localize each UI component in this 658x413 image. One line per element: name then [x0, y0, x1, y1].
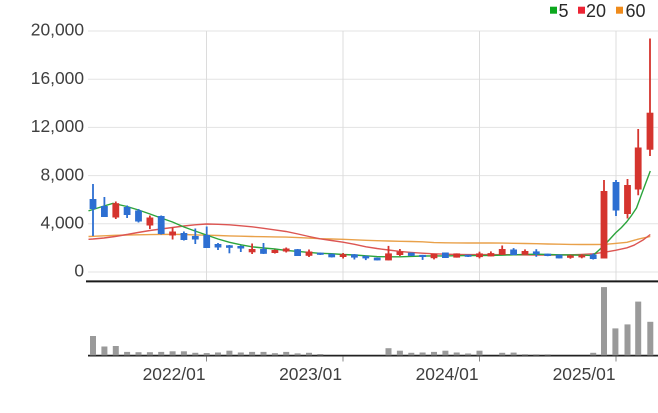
svg-text:2025/01: 2025/01: [553, 364, 616, 384]
svg-text:4,000: 4,000: [40, 213, 84, 233]
svg-text:12,000: 12,000: [31, 116, 84, 136]
svg-text:20,000: 20,000: [31, 20, 84, 40]
svg-text:60: 60: [626, 1, 646, 21]
svg-text:16,000: 16,000: [31, 68, 84, 88]
svg-text:20: 20: [586, 1, 606, 21]
svg-text:0: 0: [74, 261, 84, 281]
svg-text:2023/01: 2023/01: [279, 364, 342, 384]
svg-text:8,000: 8,000: [40, 164, 84, 184]
svg-text:2022/01: 2022/01: [143, 364, 206, 384]
svg-text:5: 5: [559, 1, 569, 21]
svg-text:2024/01: 2024/01: [416, 364, 479, 384]
